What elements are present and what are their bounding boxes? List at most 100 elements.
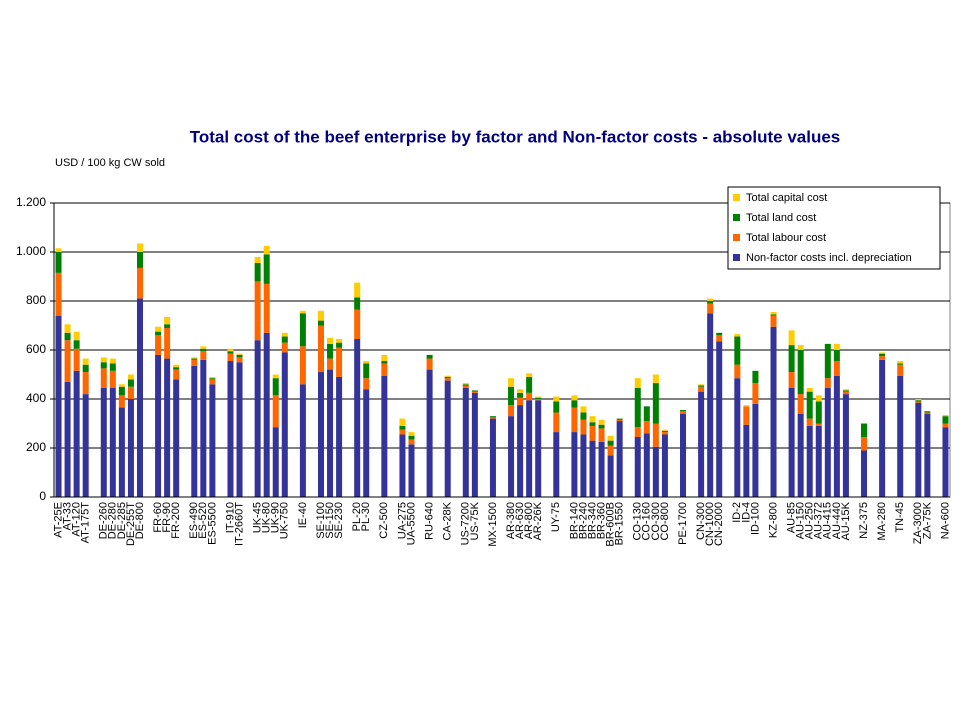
x-tick-label: BR-240 [577,502,589,539]
bar-segment [462,383,469,385]
x-tick-label: UK-80 [261,502,273,533]
bar-segment [743,406,750,425]
bar-segment [209,376,216,379]
bar-segment [915,400,922,402]
bar-segment [698,385,705,387]
legend-swatch [733,254,740,261]
bar-segment [336,338,343,343]
bar-segment [842,391,849,395]
y-tick-label: 600 [26,342,46,356]
bar-segment [897,375,904,497]
bar-segment [526,392,533,401]
bar-segment [842,394,849,497]
x-tick-label: IT-2660T [233,502,245,546]
x-tick-label: TN-45 [894,502,906,533]
bar-segment [173,364,180,368]
x-tick-label: AU-372 [813,502,825,539]
bar-segment [227,351,234,354]
bar-segment [399,434,406,497]
bar-segment [118,386,125,396]
x-tick-label: KZ-800 [767,502,779,538]
x-tick-label: AU-85 [786,502,798,533]
x-tick-label: BR-340 [586,502,598,539]
bar-segment [643,421,650,434]
bar-segment [897,363,904,365]
bar-segment [127,399,134,497]
x-tick-label: AT-120 [71,502,83,537]
legend-swatch [733,234,740,241]
bar-segment [535,399,542,401]
bar-segment [64,332,71,341]
bar-segment [299,313,306,347]
bar-segment [444,378,451,381]
legend-swatch [733,194,740,201]
bar-segment [363,361,370,364]
bar-segment [173,379,180,497]
bar-segment [164,324,171,328]
bar-segment [381,361,388,364]
bar-segment [489,418,496,497]
bar-segment [734,336,741,365]
x-tick-label: IE-40 [297,502,309,528]
x-tick-label: BR-360 [595,502,607,539]
bar-segment [73,340,80,349]
bar-segment [426,369,433,497]
bar-segment [716,341,723,497]
bar-segment [155,331,162,336]
bar-segment [652,423,659,447]
bar-segment [824,378,831,388]
bar-segment [64,340,71,382]
bar-segment [55,252,62,273]
bar-segment [381,363,388,376]
bar-segment [743,424,750,497]
bar-segment [698,384,705,386]
bar-segment [381,375,388,497]
bar-segment [100,387,107,497]
x-tick-label: NZ-375 [858,502,870,539]
bar-segment [535,400,542,497]
x-tick-label: ZA-75K [921,501,933,539]
bar-segment [64,381,71,497]
bar-segment [526,376,533,393]
x-tick-label: AU-440 [831,502,843,539]
bar-segment [73,370,80,497]
bar-segment [634,387,641,428]
bar-segment [254,256,261,264]
bar-segment [399,425,406,430]
bar-segment [517,397,524,406]
legend-label: Total capital cost [746,192,827,204]
x-tick-label: SE-150 [324,502,336,539]
y-tick-label: 400 [26,391,46,405]
bar-segment [806,425,813,497]
y-tick-label: 200 [26,440,46,454]
bar-segment [462,385,469,388]
bar-segment [426,354,433,359]
bar-segment [589,425,596,441]
bar-segment [462,384,469,386]
bar-segment [517,392,524,398]
bar-segment [281,332,288,337]
bar-segment [109,387,116,497]
bar-segment [797,394,804,414]
bar-segment [589,422,596,426]
bar-segment [327,343,334,359]
bar-segment [661,432,668,435]
bar-segment [254,263,261,282]
bar-segment [82,358,89,365]
x-tick-label: CN-2000 [713,502,725,546]
bar-segment [354,282,361,298]
bar-segment [716,332,723,336]
bar-segment [82,394,89,497]
bar-segment [580,412,587,420]
bar-segment [824,343,831,379]
bar-segment [263,283,270,333]
x-tick-label: CO-300 [650,502,662,541]
bar-segment [100,357,107,363]
bar-segment [462,387,469,497]
bar-segment [299,346,306,385]
y-tick-label: 1.200 [16,195,46,209]
bar-segment [797,345,804,350]
bar-segment [815,395,822,402]
bar-segment [553,432,560,497]
x-tick-label: UK-90 [270,502,282,533]
